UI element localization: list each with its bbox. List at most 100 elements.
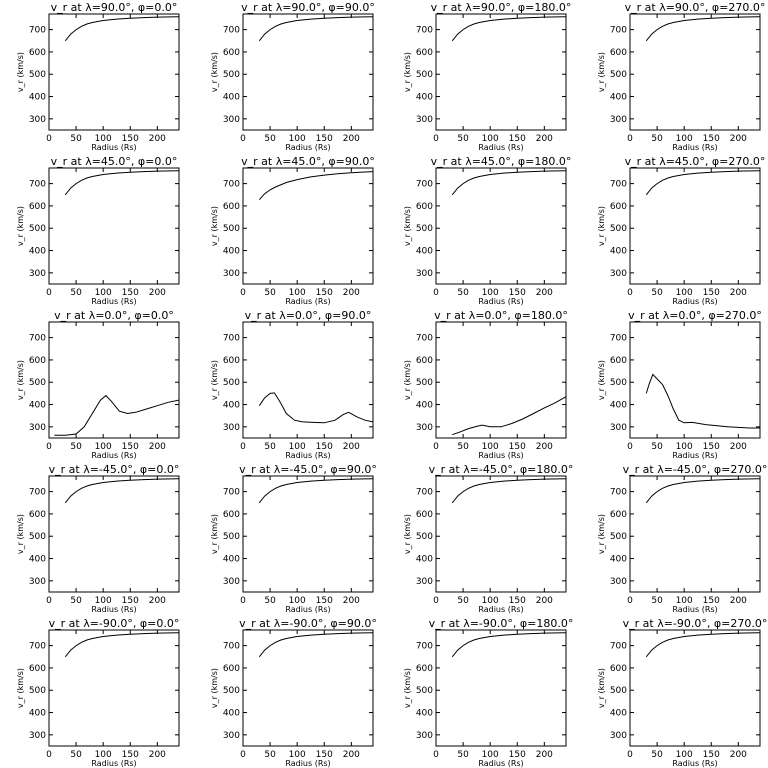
y-tick-label: 600 (223, 510, 240, 520)
x-tick-label: 150 (703, 750, 720, 760)
y-tick-label: 300 (610, 731, 627, 741)
y-tick-label: 400 (223, 555, 240, 565)
plot-frame (48, 321, 180, 439)
y-axis-label: v_r (km/s) (403, 668, 412, 708)
plot-frame (242, 167, 374, 285)
y-tick-label: 400 (610, 555, 627, 565)
chart-title: v_r at λ=45.0°, φ=270.0° (625, 155, 766, 168)
y-tick-label: 500 (223, 224, 240, 234)
x-tick-label: 200 (149, 288, 166, 298)
series-line (54, 394, 180, 436)
y-axis-label: v_r (km/s) (210, 360, 219, 400)
chart-panel: v_r at λ=90.0°, φ=90.0° 0 50 100 150 200 300 40… (210, 1, 375, 152)
x-tick-label: 50 (457, 442, 469, 452)
y-tick-label: 700 (416, 180, 433, 190)
series-line (645, 16, 761, 42)
series-line (451, 632, 567, 658)
y-tick-label: 700 (29, 180, 46, 190)
y-axis-label: v_r (km/s) (16, 360, 25, 400)
y-tick-label: 300 (416, 269, 433, 279)
x-axis-label: Radius (Rs) (478, 143, 523, 152)
y-axis-label: v_r (km/s) (597, 514, 606, 554)
x-tick-label: 200 (149, 750, 166, 760)
x-tick-label: 50 (264, 442, 276, 452)
x-tick-label: 100 (482, 134, 499, 144)
x-tick-label: 100 (289, 442, 306, 452)
y-tick-label: 500 (29, 532, 46, 542)
y-tick-label: 500 (223, 70, 240, 80)
y-tick-label: 300 (610, 577, 627, 587)
chart-title: v_r at λ=-90.0°, φ=270.0° (623, 617, 768, 630)
y-tick-label: 300 (223, 115, 240, 125)
plot-frame (48, 475, 180, 593)
x-tick-label: 0 (433, 596, 439, 606)
series-line (258, 632, 374, 658)
y-axis-label: v_r (km/s) (210, 52, 219, 92)
x-tick-label: 100 (289, 288, 306, 298)
chart-panel: v_r at λ=-90.0°, φ=270.0° 0 50 100 150 200 300… (597, 617, 767, 768)
y-tick-label: 300 (223, 731, 240, 741)
x-tick-label: 100 (676, 442, 693, 452)
y-tick-label: 300 (223, 269, 240, 279)
series-line (64, 632, 180, 658)
chart-title: v_r at λ=-45.0°, φ=90.0° (239, 463, 377, 476)
y-tick-label: 600 (29, 202, 46, 212)
x-tick-label: 200 (343, 134, 360, 144)
plot-frame (629, 167, 761, 285)
x-tick-label: 0 (46, 134, 52, 144)
y-tick-label: 600 (223, 356, 240, 366)
x-tick-label: 150 (703, 288, 720, 298)
x-tick-label: 150 (703, 442, 720, 452)
x-tick-label: 100 (95, 750, 112, 760)
x-tick-label: 50 (70, 442, 82, 452)
plot-frame (629, 475, 761, 593)
x-axis-label: Radius (Rs) (672, 143, 717, 152)
y-axis-label: v_r (km/s) (16, 514, 25, 554)
series-line (258, 392, 374, 424)
x-tick-label: 100 (676, 596, 693, 606)
y-tick-label: 400 (610, 709, 627, 719)
x-tick-label: 100 (482, 750, 499, 760)
x-tick-label: 150 (122, 596, 139, 606)
x-tick-label: 50 (264, 134, 276, 144)
y-tick-label: 700 (223, 488, 240, 498)
y-axis-label: v_r (km/s) (210, 668, 219, 708)
x-tick-label: 100 (289, 134, 306, 144)
y-tick-label: 300 (416, 423, 433, 433)
chart-panel: v_r at λ=0.0°, φ=180.0° 0 50 100 150 200 300 40… (403, 309, 568, 460)
chart-title: v_r at λ=90.0°, φ=270.0° (625, 1, 766, 14)
plot-frame (435, 13, 567, 131)
y-tick-label: 600 (416, 356, 433, 366)
y-tick-label: 500 (610, 224, 627, 234)
chart-title: v_r at λ=90.0°, φ=180.0° (431, 1, 572, 14)
y-axis-label: v_r (km/s) (16, 52, 25, 92)
x-tick-label: 0 (627, 442, 633, 452)
chart-title: v_r at λ=45.0°, φ=180.0° (431, 155, 572, 168)
x-axis-label: Radius (Rs) (91, 143, 136, 152)
plot-frame (629, 629, 761, 747)
y-tick-label: 500 (223, 686, 240, 696)
chart-title: v_r at λ=-45.0°, φ=180.0° (429, 463, 574, 476)
y-tick-label: 500 (610, 686, 627, 696)
chart-title: v_r at λ=0.0°, φ=0.0° (54, 309, 174, 322)
chart-panel: v_r at λ=0.0°, φ=270.0° 0 50 100 150 200 300 40… (597, 309, 762, 460)
x-tick-label: 0 (627, 134, 633, 144)
x-axis-label: Radius (Rs) (672, 451, 717, 460)
y-tick-label: 300 (223, 423, 240, 433)
chart-panel: v_r at λ=45.0°, φ=180.0° 0 50 100 150 200 300 4… (403, 155, 571, 306)
series-line (451, 478, 567, 504)
x-tick-label: 100 (676, 750, 693, 760)
y-tick-label: 600 (610, 48, 627, 58)
x-tick-label: 0 (433, 750, 439, 760)
chart-title: v_r at λ=0.0°, φ=270.0° (628, 309, 762, 322)
x-tick-label: 150 (703, 596, 720, 606)
chart-panel: v_r at λ=90.0°, φ=180.0° 0 50 100 150 200 300 4… (403, 1, 571, 152)
x-tick-label: 100 (95, 596, 112, 606)
y-tick-label: 700 (416, 488, 433, 498)
y-tick-label: 400 (416, 555, 433, 565)
x-tick-label: 150 (122, 750, 139, 760)
x-tick-label: 200 (149, 134, 166, 144)
x-tick-label: 200 (730, 288, 747, 298)
y-axis-label: v_r (km/s) (403, 52, 412, 92)
